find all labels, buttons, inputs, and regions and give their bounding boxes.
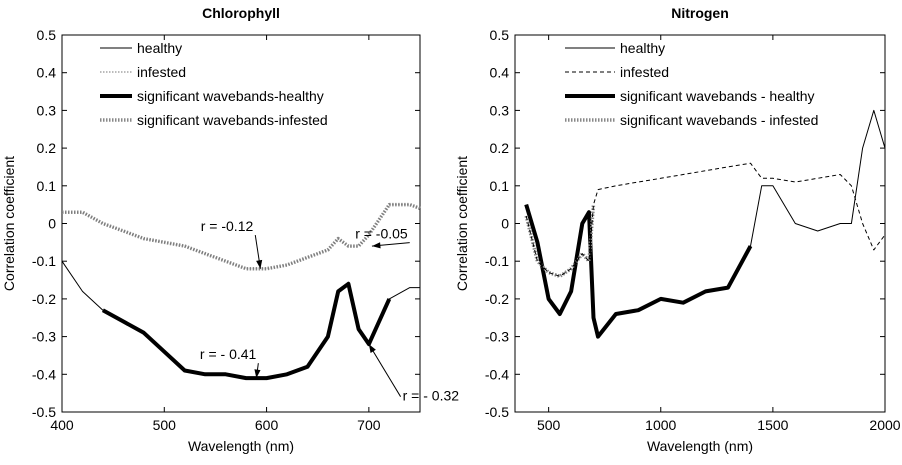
legend-label: infested <box>620 64 669 80</box>
arrow-head <box>254 369 261 379</box>
y-tick-label: -0.2 <box>32 291 56 307</box>
legend-label: significant wavebands - infested <box>620 112 818 128</box>
x-tick-label: 1500 <box>757 417 788 433</box>
annotation: r = -0.12 <box>201 218 254 234</box>
y-tick-label: 0.5 <box>37 27 57 43</box>
x-tick-label: 1000 <box>645 417 676 433</box>
annotation-arrow <box>368 343 402 397</box>
plot-frame <box>61 34 421 413</box>
series-line <box>524 204 753 339</box>
y-tick-label: -0.2 <box>485 291 509 307</box>
panel: Nitrogen Wavelength (nm) Correlation coeff… <box>454 5 901 454</box>
y-tick-label: 0.4 <box>37 65 57 81</box>
chart-title: Chlorophyll <box>202 5 280 21</box>
y-tick-label: 0.3 <box>37 102 57 118</box>
legend-label: healthy <box>620 40 665 56</box>
y-tick-label: -0.5 <box>485 404 509 420</box>
chart-title: Nitrogen <box>671 5 729 21</box>
y-tick-label: -0.3 <box>32 329 56 345</box>
legend-label: healthy <box>137 40 182 56</box>
y-tick-label: -0.1 <box>485 253 509 269</box>
x-axis-label: Wavelength (nm) <box>647 438 753 454</box>
annotation: r = - 0.32 <box>403 388 460 404</box>
y-tick-label: 0.3 <box>490 102 510 118</box>
x-tick-label: 2000 <box>869 417 900 433</box>
y-tick-label: 0 <box>501 216 509 232</box>
series-line <box>101 281 392 381</box>
legend-label: infested <box>137 64 186 80</box>
annotation: r = - 0.41 <box>200 346 257 362</box>
series-line <box>62 204 421 270</box>
y-tick-label: 0.2 <box>37 140 57 156</box>
arrow-head <box>256 259 263 269</box>
x-tick-label: 500 <box>537 417 561 433</box>
y-axis-label: Correlation coefficient <box>1 156 17 291</box>
y-tick-label: -0.4 <box>32 366 56 382</box>
x-tick-label: 600 <box>255 417 279 433</box>
arrow-head <box>368 344 376 353</box>
y-tick-label: 0.1 <box>490 178 510 194</box>
series-line <box>525 109 886 338</box>
x-tick-label: 700 <box>357 417 381 433</box>
x-axis-label: Wavelength (nm) <box>188 438 294 454</box>
y-tick-label: 0.1 <box>37 178 57 194</box>
y-tick-label: 0.5 <box>490 27 510 43</box>
arrow-head <box>371 242 381 249</box>
annotation: r = -0.05 <box>355 226 408 242</box>
y-tick-label: -0.1 <box>32 253 56 269</box>
x-tick-label: 400 <box>50 417 74 433</box>
legend-label: significant wavebands - healthy <box>620 88 815 104</box>
y-tick-label: 0 <box>48 216 56 232</box>
y-tick-label: -0.4 <box>485 366 509 382</box>
series-line <box>61 260 420 379</box>
y-tick-label: 0.2 <box>490 140 510 156</box>
y-tick-label: -0.5 <box>32 404 56 420</box>
panel: Chlorophyll Wavelength (nm) Correlation co… <box>1 5 459 454</box>
plot-frame <box>514 34 886 413</box>
legend-label: significant wavebands-infested <box>137 112 328 128</box>
series-line <box>525 162 886 277</box>
y-tick-label: -0.3 <box>485 329 509 345</box>
y-axis-label: Correlation coefficient <box>454 156 470 291</box>
legend-label: significant wavebands-healthy <box>137 88 324 104</box>
x-tick-label: 500 <box>153 417 177 433</box>
y-tick-label: 0.4 <box>490 65 510 81</box>
